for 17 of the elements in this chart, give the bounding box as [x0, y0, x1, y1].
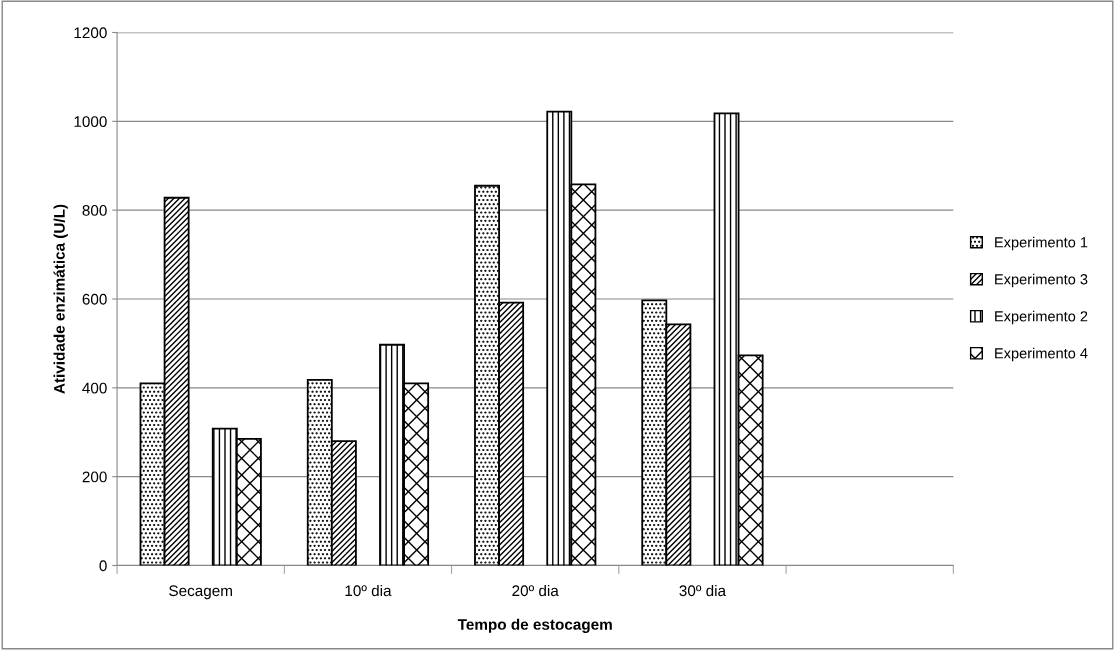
x-axis-title: Tempo de estocagem [457, 618, 612, 633]
y-tick-label: 1200 [74, 27, 107, 39]
y-tick-label: 1000 [74, 116, 107, 128]
y-tick-label: 600 [82, 293, 107, 305]
y-axis-title: Atividade enzimática (U/L) [53, 204, 68, 394]
legend-label: Experimento 3 [995, 273, 1088, 288]
x-tick-label: Secagem [169, 585, 232, 600]
y-tick-label: 200 [82, 471, 107, 483]
x-tick-label: 10º dia [345, 584, 392, 597]
y-tick-label: 800 [82, 205, 107, 216]
legend-label: Experimento 4 [995, 347, 1088, 362]
legend-label: Experimento 1 [995, 236, 1088, 251]
y-tick-label: 400 [82, 382, 107, 394]
x-tick-label: 30º dia [679, 584, 727, 597]
x-tick-label: 20º dia [512, 584, 559, 597]
y-tick-label: 0 [99, 560, 107, 572]
legend-label: Experimento 2 [995, 310, 1088, 325]
